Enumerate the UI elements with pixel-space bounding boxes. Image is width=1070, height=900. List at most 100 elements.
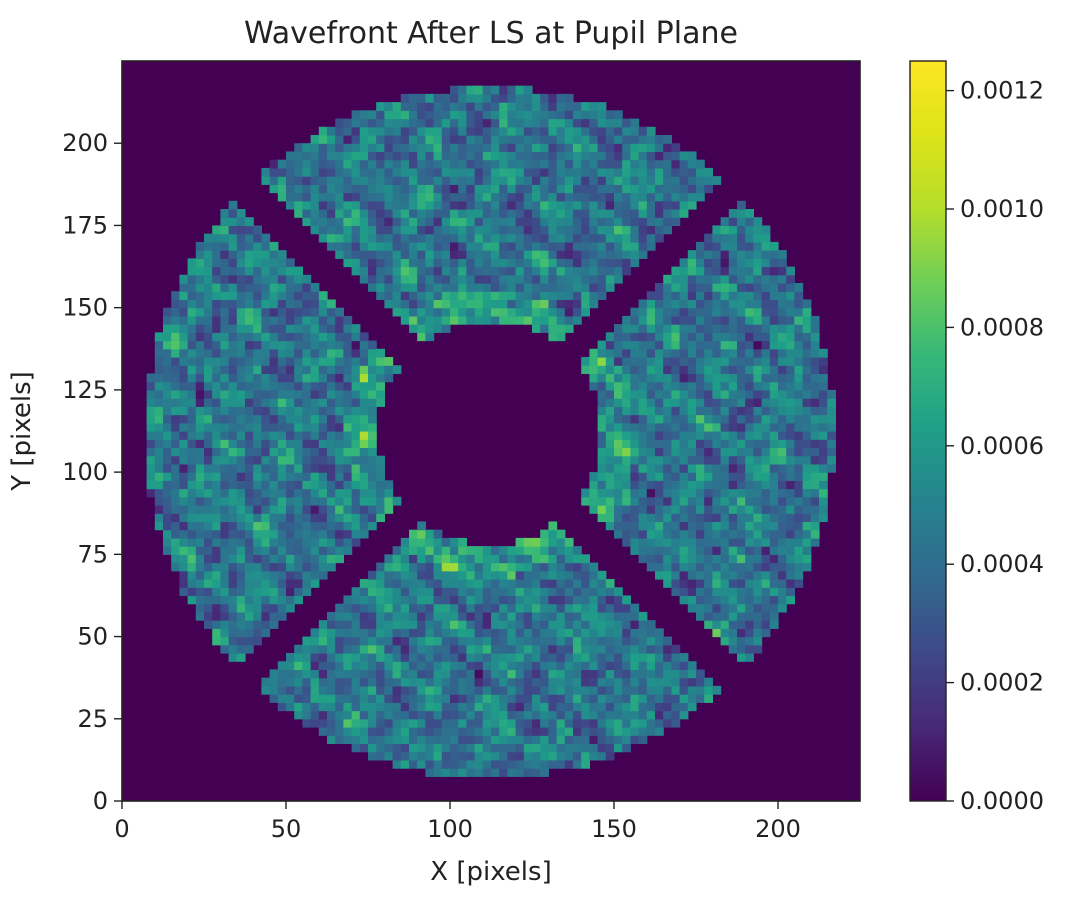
heatmap-cell: [384, 192, 394, 202]
heatmap-cell: [515, 759, 525, 769]
heatmap-cell: [204, 447, 213, 457]
heatmap-cell: [212, 472, 221, 481]
heatmap-cell: [605, 496, 615, 506]
heatmap-cell: [679, 307, 689, 317]
heatmap-cell: [696, 496, 705, 506]
heatmap-cell: [737, 406, 746, 416]
heatmap-cell: [622, 192, 631, 202]
heatmap-cell: [286, 283, 295, 292]
heatmap-cell: [277, 373, 287, 383]
heatmap-cell: [441, 258, 451, 268]
heatmap-cell: [745, 414, 754, 424]
heatmap-cell: [515, 184, 525, 194]
heatmap-cell: [171, 463, 180, 473]
heatmap-cell: [368, 159, 377, 169]
heatmap-cell: [359, 406, 369, 416]
heatmap-cell: [261, 611, 271, 621]
heatmap-cell: [236, 389, 246, 399]
heatmap-cell: [351, 167, 361, 177]
heatmap-cell: [638, 192, 648, 202]
heatmap-cell: [523, 743, 533, 753]
heatmap-cell: [482, 570, 492, 580]
heatmap-cell: [769, 299, 779, 309]
heatmap-cell: [392, 110, 402, 120]
heatmap-cell: [236, 266, 246, 276]
heatmap-cell: [482, 258, 492, 268]
heatmap-cell: [286, 357, 295, 366]
heatmap-cell: [556, 620, 566, 629]
heatmap-cell: [696, 274, 705, 284]
heatmap-cell: [220, 348, 230, 358]
heatmap-cell: [679, 373, 689, 383]
heatmap-cell: [228, 562, 238, 572]
heatmap-cell: [515, 110, 525, 120]
heatmap-cell: [556, 735, 566, 745]
heatmap-cell: [556, 759, 566, 769]
heatmap-cell: [187, 274, 197, 284]
heatmap-cell: [630, 463, 640, 473]
heatmap-cell: [400, 628, 410, 638]
heatmap-cell: [310, 200, 320, 210]
heatmap-cell: [286, 332, 295, 342]
heatmap-cell: [597, 611, 607, 621]
heatmap-cell: [573, 702, 582, 712]
heatmap-cell: [778, 266, 787, 276]
heatmap-cell: [581, 217, 590, 227]
heatmap-cell: [327, 653, 336, 662]
heatmap-cell: [302, 192, 312, 202]
heatmap-cell: [335, 176, 344, 185]
heatmap-cell: [556, 685, 566, 695]
heatmap-cell: [802, 332, 812, 342]
heatmap-cell: [646, 241, 656, 251]
heatmap-cell: [474, 85, 484, 95]
heatmap-cell: [605, 110, 615, 120]
heatmap-cell: [236, 595, 246, 605]
x-tick-label: 0: [114, 815, 129, 843]
heatmap-cell: [466, 570, 476, 580]
heatmap-cell: [400, 209, 410, 218]
heatmap-cell: [417, 258, 426, 268]
heatmap-cell: [704, 258, 713, 268]
heatmap-cell: [335, 669, 344, 679]
heatmap-cell: [696, 439, 705, 449]
heatmap-cell: [359, 620, 369, 629]
heatmap-cell: [187, 398, 197, 407]
heatmap-cell: [696, 266, 705, 276]
heatmap-cell: [794, 546, 804, 555]
heatmap-cell: [507, 118, 517, 128]
heatmap-cell: [327, 414, 336, 424]
heatmap-cell: [335, 702, 344, 712]
heatmap-cell: [753, 480, 763, 490]
heatmap-cell: [728, 373, 738, 383]
heatmap-cell: [220, 554, 230, 564]
heatmap-cell: [810, 398, 820, 407]
heatmap-cell: [318, 685, 328, 695]
heatmap-cell: [302, 521, 312, 531]
heatmap-cell: [318, 184, 328, 194]
heatmap-cell: [794, 480, 804, 490]
heatmap-cell: [630, 414, 640, 424]
heatmap-cell: [630, 472, 640, 481]
heatmap-cell: [384, 735, 394, 745]
heatmap-cell: [761, 439, 771, 449]
heatmap-cell: [171, 455, 180, 465]
heatmap-cell: [351, 587, 361, 597]
heatmap-cell: [556, 151, 566, 161]
heatmap-cell: [376, 135, 385, 144]
heatmap-cell: [671, 677, 681, 687]
heatmap-cell: [466, 126, 476, 136]
heatmap-cell: [400, 299, 410, 309]
heatmap-cell: [425, 307, 435, 317]
heatmap-cell: [474, 176, 484, 185]
heatmap-cell: [605, 340, 615, 350]
heatmap-cell: [687, 447, 697, 457]
heatmap-cell: [704, 332, 713, 342]
heatmap-cell: [605, 636, 615, 646]
heatmap-cell: [458, 546, 467, 555]
heatmap-cell: [507, 628, 517, 638]
heatmap-cell: [425, 718, 435, 728]
heatmap-cell: [351, 414, 361, 424]
heatmap-cell: [450, 135, 459, 144]
heatmap-cell: [728, 365, 738, 375]
heatmap-cell: [499, 628, 508, 638]
